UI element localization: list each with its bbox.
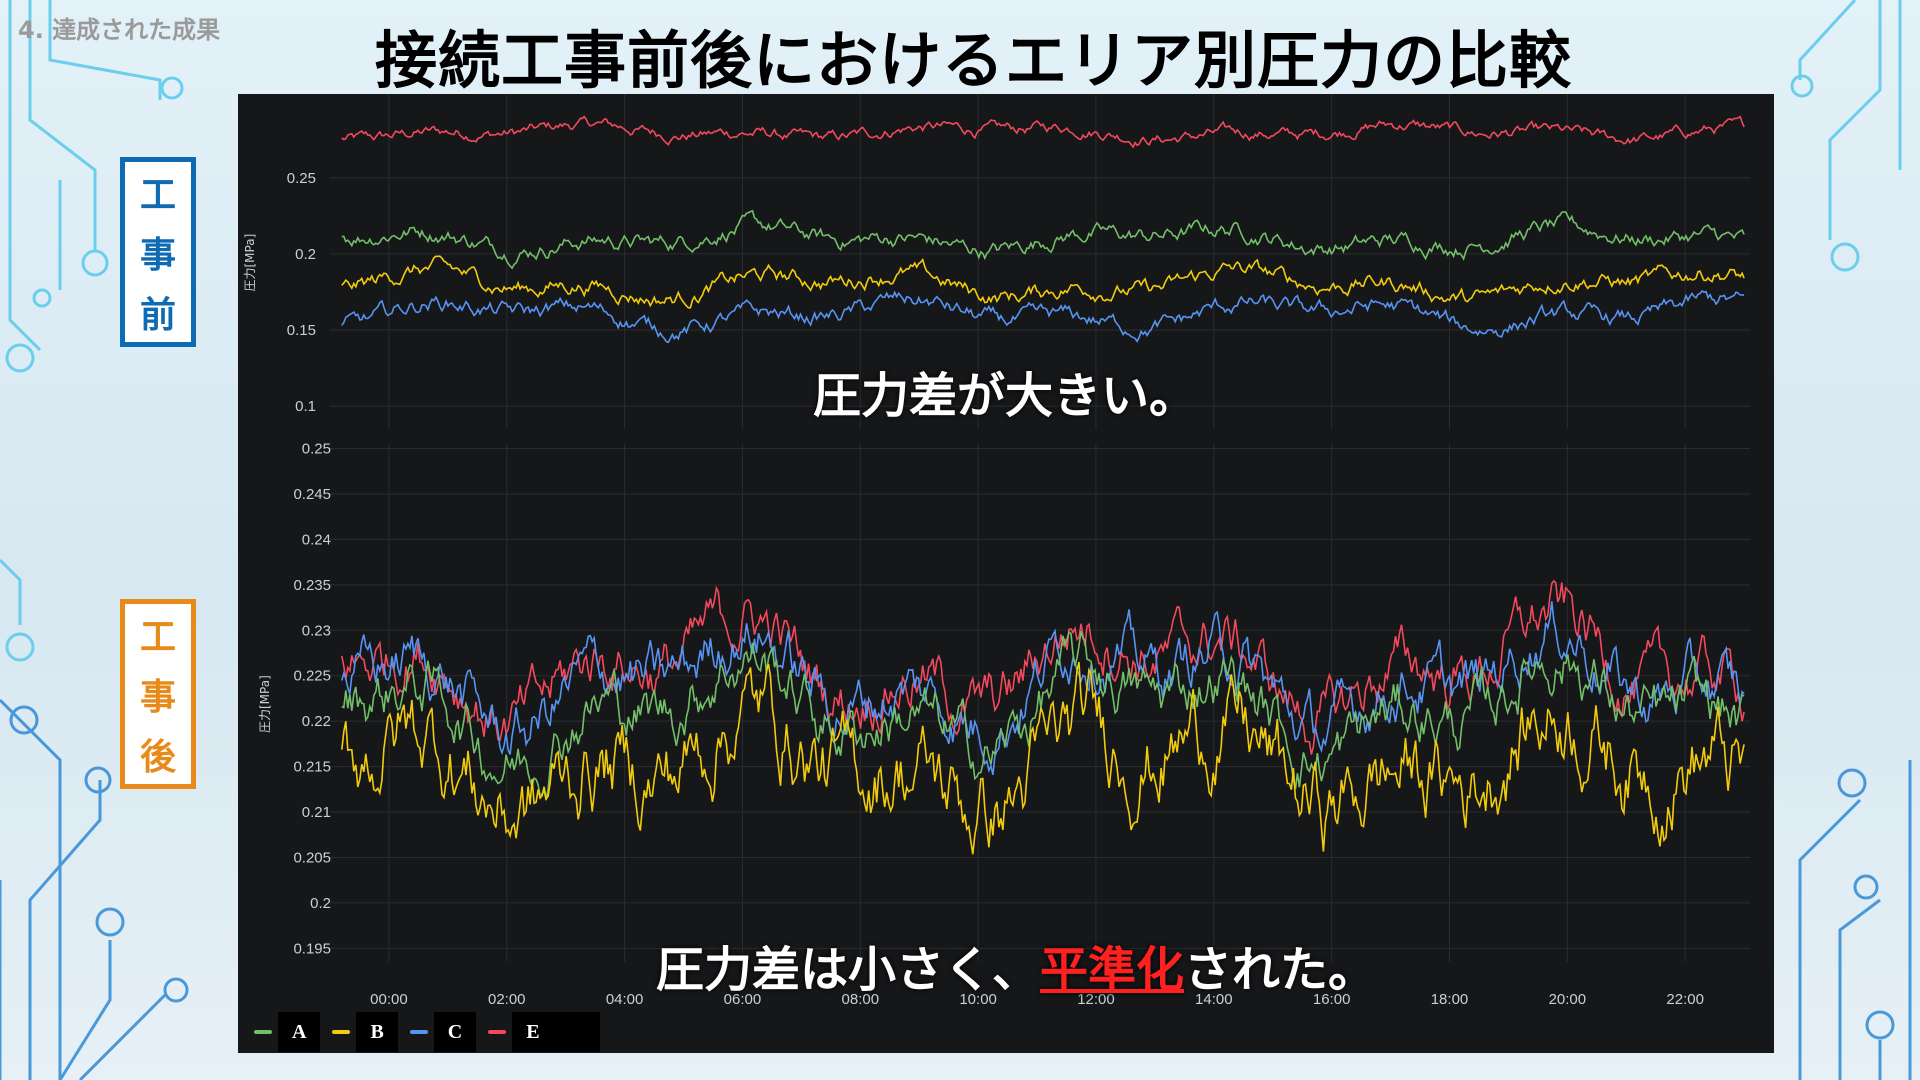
x-tick-label: 04:00 (606, 991, 644, 1008)
y-tick-label: 0.24 (302, 531, 331, 548)
slide-title: 接続工事前後におけるエリア別圧力の比較 (375, 24, 1573, 97)
legend-item-e[interactable]: E (488, 1012, 611, 1052)
x-tick-label: 10:00 (959, 991, 997, 1008)
y-tick-label: 0.195 (293, 940, 331, 957)
y-tick-label: 0.25 (287, 170, 316, 187)
series-line-b (341, 255, 1745, 309)
y-axis-label: 圧力[MPa] (243, 234, 257, 292)
y-tick-label: 0.225 (293, 668, 331, 685)
label-before-char-3: 前 (139, 295, 176, 336)
y-tick-label: 0.215 (293, 759, 331, 776)
label-after-char-2: 事 (139, 677, 176, 718)
chart-legend: A B C E (254, 1012, 612, 1052)
y-tick-label: 0.21 (302, 804, 331, 821)
y-tick-label: 0.205 (293, 849, 331, 866)
x-tick-label: 06:00 (724, 991, 762, 1008)
legend-swatch-e (488, 1030, 507, 1034)
legend-label-a: A (278, 1012, 321, 1052)
series-line-c (341, 601, 1745, 775)
series-line-b (341, 661, 1745, 855)
x-tick-label: 02:00 (488, 991, 526, 1008)
series-line-a (341, 209, 1745, 270)
y-tick-label: 0.2 (295, 246, 316, 263)
legend-swatch-a (254, 1030, 272, 1034)
annotation-after-suffix: された。 (1184, 942, 1377, 998)
annotation-after-prefix: 圧力差は小さく、 (656, 942, 1041, 998)
x-tick-label: 00:00 (370, 991, 408, 1008)
legend-label-b: B (356, 1012, 398, 1052)
x-tick-label: 20:00 (1549, 991, 1587, 1008)
label-before-construction: 工 事 前 (120, 157, 196, 347)
x-tick-label: 22:00 (1666, 991, 1704, 1008)
series-line-a (341, 630, 1745, 801)
y-axis-label: 圧力[MPa] (258, 675, 272, 733)
y-tick-label: 0.2 (310, 895, 331, 912)
legend-swatch-b (332, 1030, 351, 1034)
label-after-char-3: 後 (139, 737, 176, 778)
y-tick-label: 0.25 (302, 441, 331, 458)
label-before-char-1: 工 (139, 175, 176, 216)
y-tick-label: 0.15 (287, 322, 316, 339)
x-tick-label: 18:00 (1431, 991, 1469, 1008)
y-tick-label: 0.23 (302, 622, 331, 639)
y-tick-label: 0.1 (295, 398, 316, 415)
annotation-before: 圧力差が大きい。 (813, 368, 1198, 424)
y-tick-label: 0.22 (302, 713, 331, 730)
legend-item-c[interactable]: C (409, 1012, 488, 1052)
label-after-construction: 工 事 後 (120, 599, 196, 789)
legend-item-a[interactable]: A (254, 1012, 332, 1052)
x-tick-label: 12:00 (1077, 991, 1115, 1008)
label-after-char-1: 工 (139, 617, 176, 658)
chart-panel: 0.1 0.15 0.2 0.25 圧力[MPa] 0.195 0.2 0.205 0.21 0.… (238, 94, 1774, 1053)
annotation-after-highlight: 平準化 (1040, 942, 1185, 998)
series-line-c (341, 289, 1745, 344)
legend-label-e: E (512, 1012, 600, 1052)
y-tick-label: 0.245 (293, 486, 331, 503)
y-tick-label: 0.235 (293, 577, 331, 594)
section-label: 4. 達成された成果 (18, 16, 221, 44)
pressure-chart: 0.1 0.15 0.2 0.25 圧力[MPa] 0.195 0.2 0.205 0.21 0.… (243, 94, 1750, 1008)
series-line-e (341, 115, 1745, 149)
x-tick-label: 14:00 (1195, 991, 1233, 1008)
legend-swatch-c (409, 1030, 428, 1034)
x-tick-label: 08:00 (842, 991, 880, 1008)
legend-label-c: C (433, 1012, 477, 1052)
legend-item-b[interactable]: B (332, 1012, 409, 1052)
series-line-e (341, 579, 1745, 755)
annotation-after: 圧力差は小さく、平準化された。 (656, 930, 1376, 1000)
x-tick-label: 16:00 (1313, 991, 1351, 1008)
label-before-char-2: 事 (139, 235, 176, 276)
